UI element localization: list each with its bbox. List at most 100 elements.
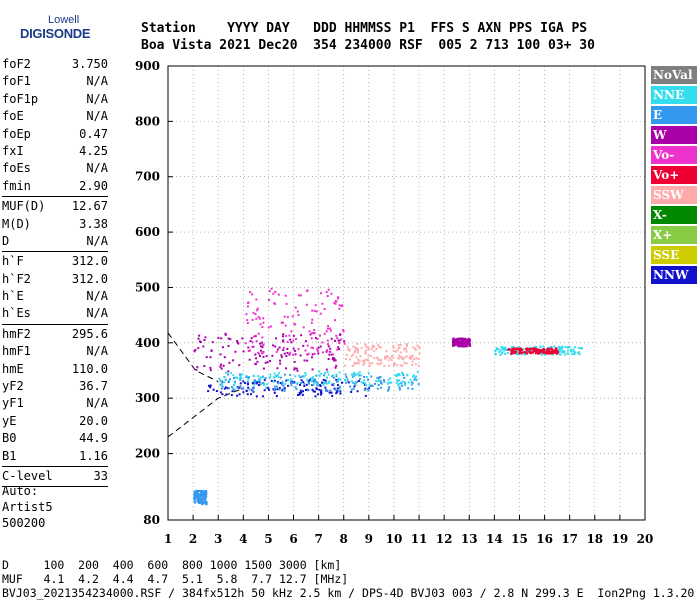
data-point [261, 326, 264, 329]
param-row: fmin 2.90 [2, 178, 108, 195]
data-point [562, 351, 565, 354]
data-point [320, 389, 323, 392]
data-point [220, 383, 223, 386]
data-point [233, 376, 236, 379]
data-point [418, 347, 421, 350]
parameter-list: foF2 3.750 foF1 N/A foF1p N/A foE N/A foEp 0.47 fx… [2, 56, 108, 488]
param-value: N/A [86, 396, 108, 411]
data-point [221, 385, 224, 388]
data-point [504, 352, 507, 355]
param-value: N/A [86, 91, 108, 106]
data-point [270, 379, 273, 382]
data-point [531, 351, 534, 354]
data-point [249, 393, 252, 396]
data-point [365, 376, 368, 379]
data-point [294, 386, 297, 389]
data-point [499, 353, 502, 356]
data-point [303, 382, 306, 385]
data-point [234, 350, 237, 353]
data-point [261, 395, 264, 398]
param-row: foEp 0.47 [2, 126, 108, 143]
data-point [327, 288, 330, 291]
data-point [390, 359, 393, 362]
footer-distance-row: D 100 200 400 600 800 1000 1500 3000 [km… [2, 558, 342, 572]
x-tick-label: 6 [289, 532, 297, 546]
data-point [459, 343, 462, 346]
data-point [292, 382, 295, 385]
data-point [384, 357, 387, 360]
param-value: 3.750 [71, 57, 108, 71]
data-point [196, 500, 199, 503]
data-point [452, 344, 455, 347]
data-point [252, 374, 255, 377]
data-point [465, 338, 468, 341]
data-point [327, 325, 330, 328]
data-point [541, 349, 544, 352]
data-point [518, 347, 521, 350]
data-point [238, 364, 241, 367]
data-point [530, 352, 533, 355]
param-row: foF1p N/A [2, 91, 108, 108]
data-point [561, 350, 564, 353]
data-point [198, 334, 201, 337]
data-point [294, 323, 297, 326]
data-point [578, 351, 581, 354]
data-point [288, 353, 291, 356]
data-point [458, 342, 461, 345]
data-point [255, 395, 258, 398]
data-point [305, 383, 308, 386]
data-point [302, 344, 305, 347]
data-point [376, 357, 379, 360]
data-point [311, 346, 314, 349]
data-point [468, 339, 471, 342]
data-point [278, 346, 281, 349]
data-point [194, 491, 197, 494]
param-name: foEp [2, 126, 31, 141]
data-point [259, 376, 262, 379]
data-point [236, 339, 239, 342]
data-point [322, 374, 325, 377]
data-point [232, 384, 235, 387]
data-point [298, 393, 301, 396]
data-point [404, 347, 407, 350]
data-point [394, 374, 397, 377]
data-point [350, 390, 353, 393]
data-point [403, 347, 406, 350]
data-point [546, 349, 549, 352]
legend-item-x-: X- [651, 206, 697, 224]
param-name: hmF1 [2, 344, 31, 359]
data-point [403, 381, 406, 384]
data-point [389, 377, 392, 380]
data-point [388, 364, 391, 367]
data-point [398, 382, 401, 385]
param-value: 0.47 [79, 126, 108, 141]
data-point [299, 354, 302, 357]
data-point [194, 348, 197, 351]
data-point [392, 346, 395, 349]
data-point [315, 380, 318, 383]
x-tick-label: 14 [486, 532, 503, 546]
data-point [383, 380, 386, 383]
data-point [572, 350, 575, 353]
data-point [354, 350, 357, 353]
data-point [401, 364, 404, 367]
data-point [358, 374, 361, 377]
data-point [346, 377, 349, 380]
x-tick-label: 13 [461, 532, 478, 546]
param-row: hmE 110.0 [2, 361, 108, 378]
data-point [313, 390, 316, 393]
x-tick-label: 12 [436, 532, 453, 546]
data-point [344, 378, 347, 381]
data-point [292, 347, 295, 350]
data-point [283, 352, 286, 355]
data-point [564, 346, 567, 349]
data-point [294, 375, 297, 378]
data-point [549, 352, 552, 355]
data-point [205, 501, 208, 504]
data-point [300, 391, 303, 394]
param-name: foF2 [2, 57, 31, 71]
data-point [572, 352, 575, 355]
data-point [332, 356, 335, 359]
param-name: yE [2, 413, 17, 428]
data-point [251, 341, 254, 344]
